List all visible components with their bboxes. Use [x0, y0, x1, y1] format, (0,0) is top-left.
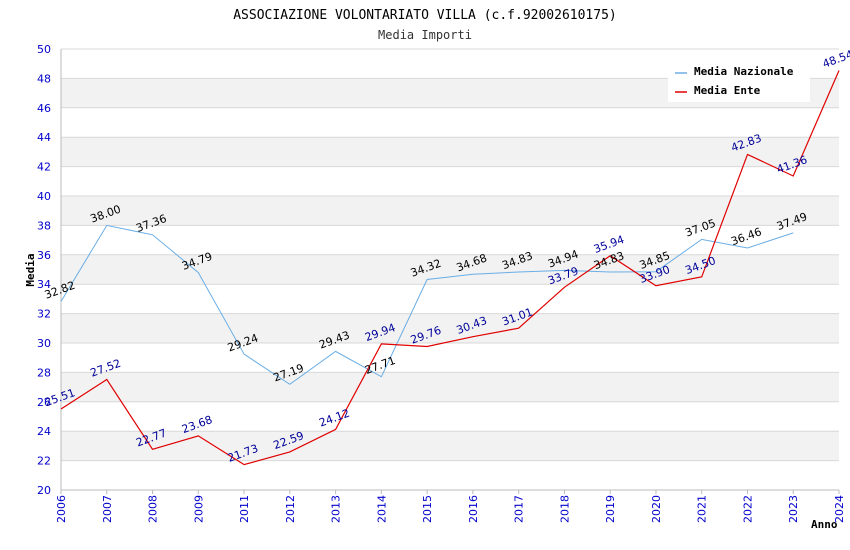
y-tick-label: 32: [37, 308, 51, 321]
chart-title: ASSOCIAZIONE VOLONTARIATO VILLA (c.f.920…: [233, 8, 617, 23]
y-tick-label: 26: [37, 396, 51, 409]
x-tick-label: 2006: [55, 495, 68, 523]
y-axis-title: Media: [24, 253, 37, 286]
x-tick-label: 2013: [330, 495, 343, 523]
x-tick-label: 2024: [833, 495, 846, 523]
plot-band: [61, 313, 839, 343]
x-tick-label: 2022: [741, 495, 754, 523]
legend-label-media-nazionale: Media Nazionale: [694, 65, 794, 78]
plot-band: [61, 196, 839, 226]
y-tick-label: 24: [37, 425, 51, 438]
data-label: 48.54: [821, 48, 850, 71]
x-tick-label: 2014: [375, 495, 388, 523]
y-tick-label: 50: [37, 43, 51, 56]
legend-label-media-ente: Media Ente: [694, 84, 761, 97]
y-tick-label: 48: [37, 72, 51, 85]
x-tick-label: 2011: [238, 495, 251, 523]
series-line-media-nazionale: [60, 224, 794, 385]
y-tick-label: 22: [37, 455, 51, 468]
y-tick-labels: 20 22 24 26 28 30 32 34 36 38 40 42 44 46 48 50: [37, 43, 51, 497]
grid-lines: [61, 48, 839, 491]
y-tick-label: 40: [37, 190, 51, 203]
x-tick-label: 2007: [101, 495, 114, 523]
x-tick-label: 2015: [421, 495, 434, 523]
x-tick-label: 2019: [604, 495, 617, 523]
y-tick-label: 20: [37, 484, 51, 497]
plot-band: [61, 431, 839, 461]
y-tick-label: 46: [37, 102, 51, 115]
data-label: 25.51: [43, 386, 77, 409]
chart-subtitle: Media Importi: [378, 28, 472, 42]
x-tick-label: 2018: [558, 495, 571, 523]
y-tick-label: 34: [37, 278, 51, 291]
legend: Media Nazionale Media Ente: [668, 58, 810, 102]
x-tick-label: 2021: [696, 495, 709, 523]
y-tick-label: 44: [37, 131, 51, 144]
x-tick-labels: 2006 2007 2008 2009 2011 2012 2013 2014 2015 2016…: [55, 495, 846, 523]
x-axis-title: Anno: [811, 518, 838, 531]
data-label: 24.12: [317, 407, 351, 430]
plot-band: [61, 137, 839, 167]
y-tick-label: 28: [37, 366, 51, 379]
y-tick-label: 30: [37, 337, 51, 350]
y-tick-label: 38: [37, 219, 51, 232]
x-tick-label: 2023: [787, 495, 800, 523]
x-tick-label: 2016: [467, 495, 480, 523]
x-tick-label: 2008: [147, 495, 160, 523]
plot-bands: [61, 78, 839, 461]
x-tick-label: 2020: [650, 495, 663, 523]
y-tick-label: 42: [37, 161, 51, 174]
x-tick-label: 2017: [513, 495, 526, 523]
plot-band: [61, 372, 839, 402]
series-lines: [60, 70, 840, 466]
y-tick-label: 36: [37, 249, 51, 262]
axes: [60, 49, 840, 494]
legend-box: [668, 58, 810, 102]
series-line-media-ente: [60, 70, 840, 466]
x-tick-label: 2012: [284, 495, 297, 523]
plot-band: [61, 254, 839, 285]
x-tick-label: 2009: [192, 495, 205, 523]
